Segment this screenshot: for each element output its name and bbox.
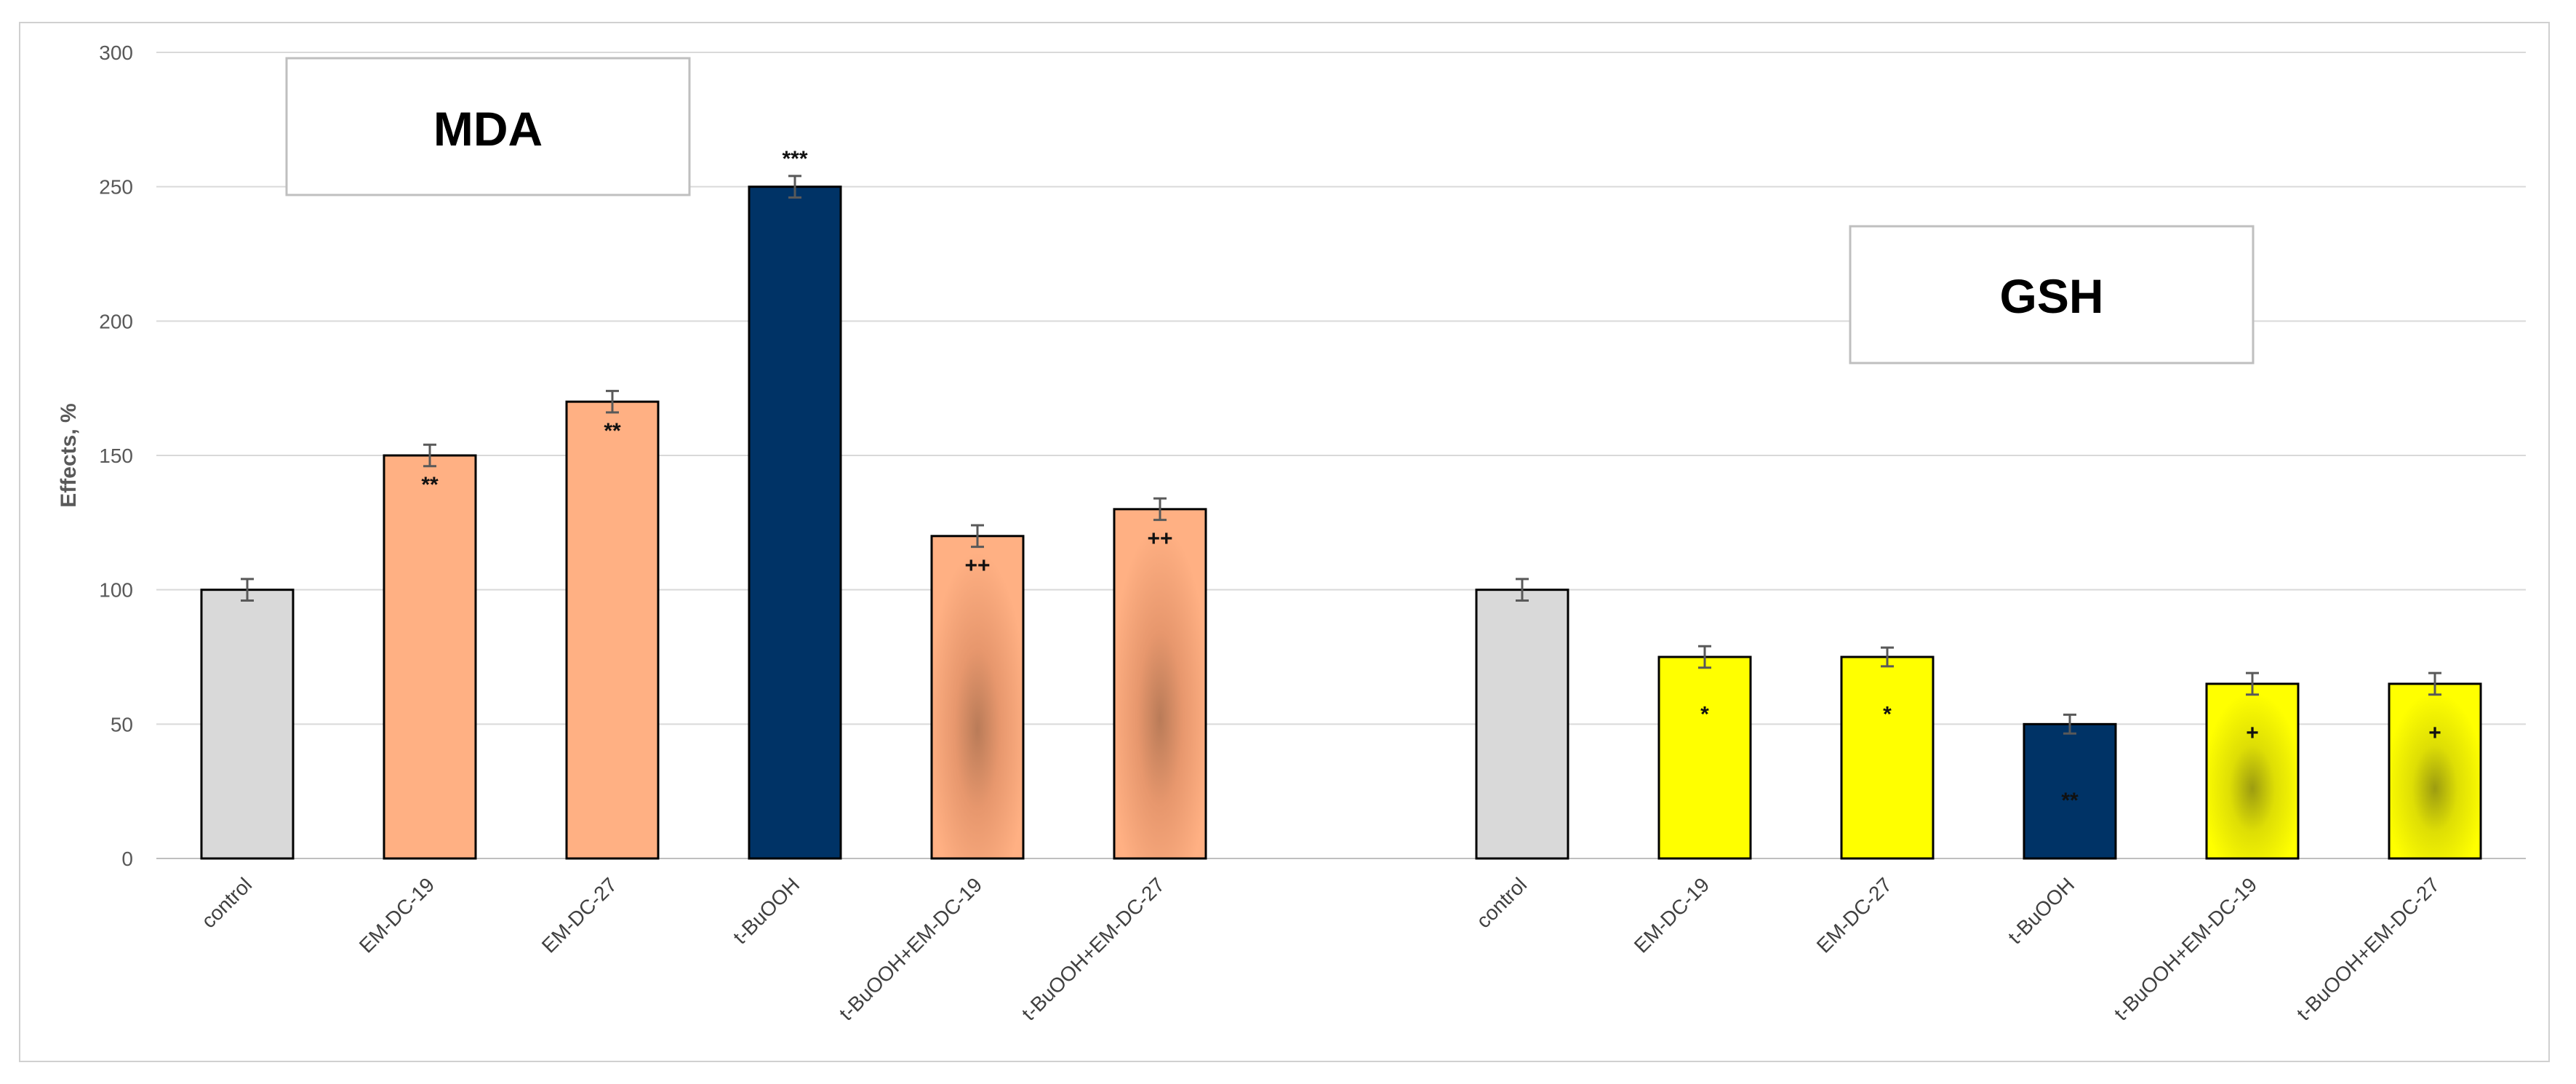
significance-label: ++ <box>964 554 990 578</box>
error-bar <box>971 524 984 549</box>
error-bar <box>788 175 801 199</box>
significance-label: * <box>1883 703 1892 727</box>
error-bar <box>1153 497 1167 522</box>
significance-label: + <box>2428 721 2441 745</box>
category-label: control <box>197 873 256 932</box>
legend-box-mda: MDA <box>285 57 691 196</box>
y-tick-label: 250 <box>99 176 133 199</box>
y-tick-label: 200 <box>99 310 133 332</box>
bar-mda-5 <box>1113 508 1207 860</box>
y-tick-label: 100 <box>99 579 133 602</box>
y-axis-ticks: 0 50 100 150 200 250 300 <box>99 41 133 870</box>
error-bar <box>606 389 619 414</box>
error-bar <box>241 578 254 602</box>
y-tick-label: 300 <box>99 41 133 64</box>
error-bar <box>1698 645 1711 669</box>
bar-gsh-5 <box>2388 682 2482 860</box>
group-title-gsh: GSH <box>1999 269 2103 323</box>
significance-labels: *******++++* ***+ + <box>421 147 2441 813</box>
significance-label: ++ <box>1147 527 1172 551</box>
category-label: control <box>1472 873 1531 932</box>
bar-mda-1 <box>383 454 477 860</box>
bar-mda-2 <box>565 400 660 860</box>
category-label: t-BuOOH+EM-DC-19 <box>835 873 986 1024</box>
category-label: t-BuOOH+EM-DC-27 <box>1017 873 1169 1024</box>
legend-box-gsh: GSH <box>1849 225 2255 364</box>
significance-label: ** <box>604 419 621 443</box>
bars <box>200 186 2482 860</box>
bar-mda-3 <box>748 186 842 860</box>
error-bar <box>1516 578 1529 602</box>
bar-mda-0 <box>200 589 295 860</box>
bar-gsh-4 <box>2205 682 2300 860</box>
category-label: EM-DC-19 <box>1630 873 1713 957</box>
category-label: EM-DC-19 <box>355 873 439 957</box>
gridlines <box>156 52 2526 859</box>
error-bar <box>2428 671 2441 696</box>
y-tick-label: 50 <box>111 713 133 736</box>
category-label: EM-DC-27 <box>1812 873 1896 957</box>
significance-label: ** <box>421 473 439 497</box>
category-label: EM-DC-27 <box>537 873 621 957</box>
error-bar <box>423 443 436 468</box>
category-label: t-BuOOH+EM-DC-27 <box>2292 873 2444 1024</box>
category-label: t-BuOOH <box>2004 873 2079 948</box>
category-labels: control EM-DC-19 EM-DC-27 t-BuOOH t-BuOOH+EM… <box>197 873 2444 1024</box>
bar-gsh-3 <box>2023 722 2117 860</box>
y-tick-label: 150 <box>99 445 133 467</box>
significance-label: ** <box>2061 789 2079 813</box>
bar-mda-4 <box>930 535 1025 860</box>
error-bars <box>241 175 2441 735</box>
bar-gsh-2 <box>1840 655 1935 860</box>
significance-label: *** <box>782 147 807 171</box>
bar-gsh-0 <box>1475 589 1569 860</box>
group-title-mda: MDA <box>433 102 543 156</box>
y-axis-title: Effects, % <box>57 403 81 507</box>
category-label: t-BuOOH+EM-DC-19 <box>2110 873 2261 1024</box>
bar-gsh-1 <box>1657 655 1752 860</box>
error-bar <box>1881 646 1894 668</box>
significance-label: * <box>1700 703 1709 727</box>
significance-label: + <box>2246 721 2259 745</box>
error-bar <box>2246 671 2259 696</box>
category-label: t-BuOOH <box>729 873 804 948</box>
y-tick-label: 0 <box>121 848 133 870</box>
error-bar <box>2063 713 2076 735</box>
